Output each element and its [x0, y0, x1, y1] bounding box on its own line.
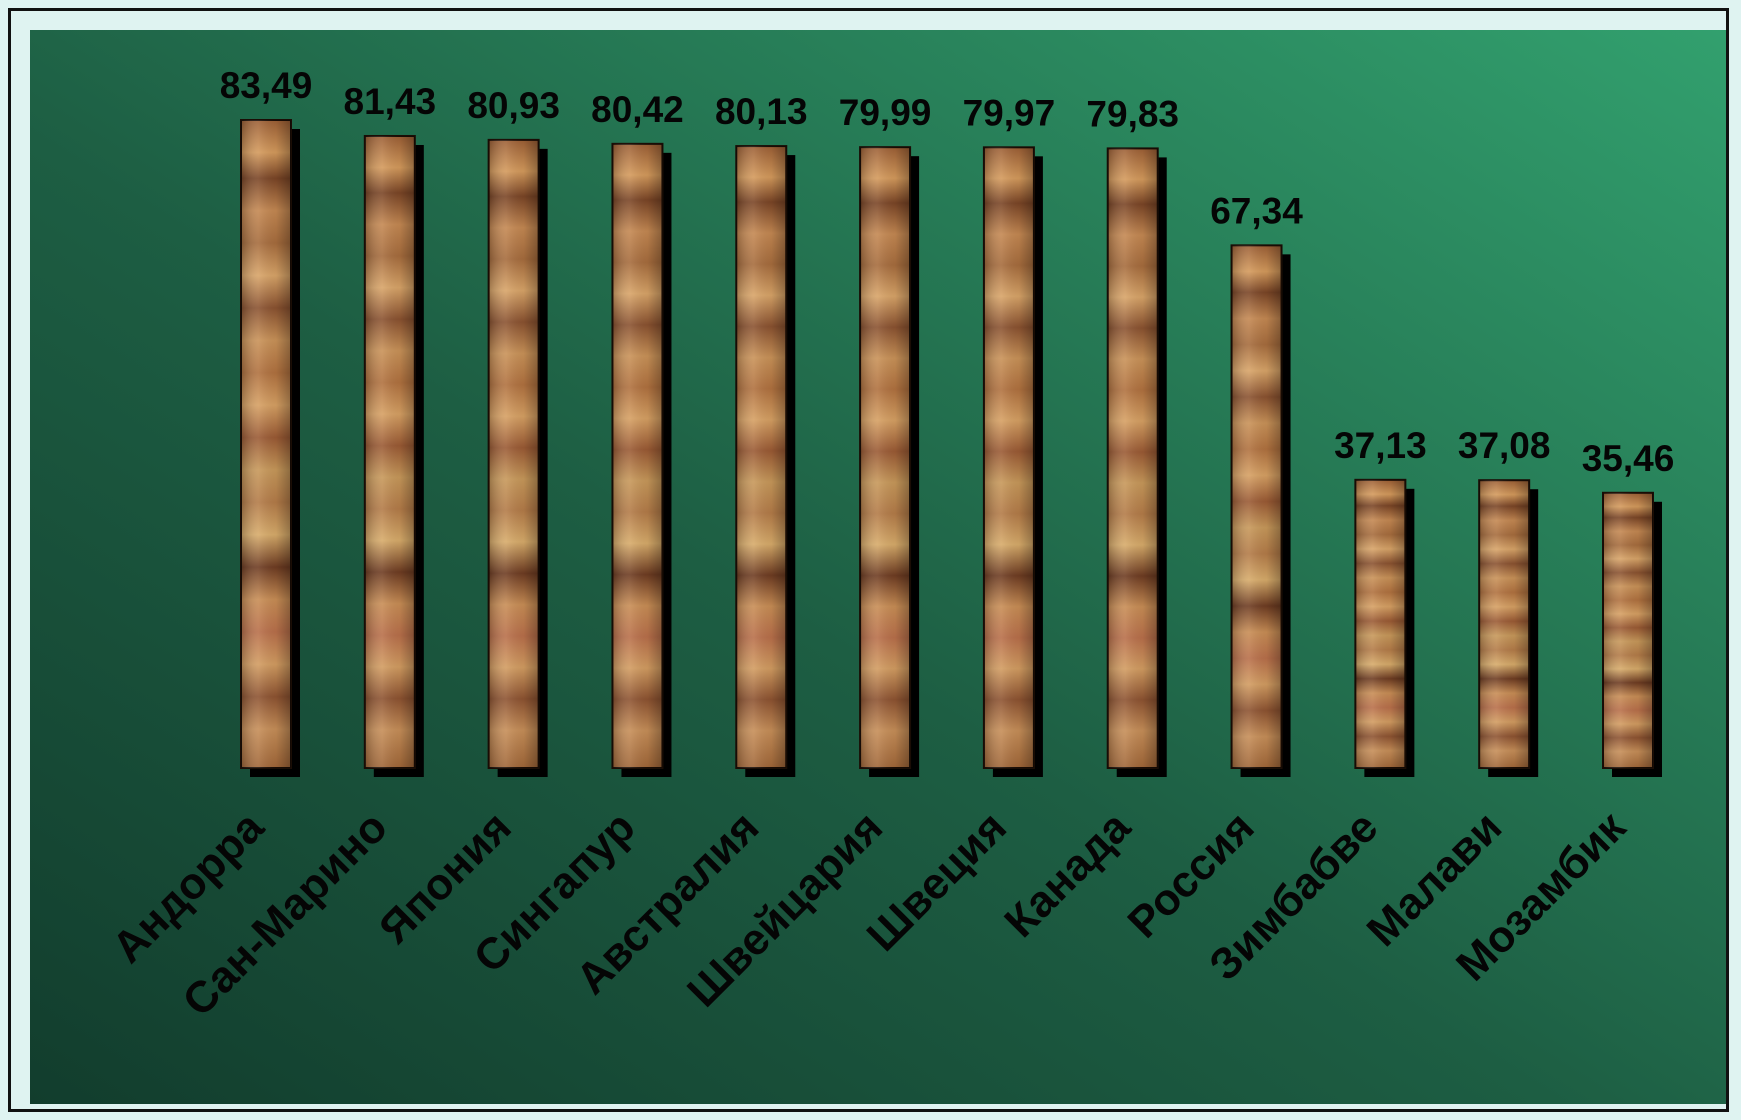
data-label: 67,34	[1210, 190, 1303, 231]
bar-sheen	[1355, 479, 1406, 768]
value-labels-layer: 83,49 81,43 80,93 80,42 80,13 79,99 79,97 79,83…	[220, 65, 1675, 479]
bar-sheen	[488, 139, 539, 768]
bar-sheen	[1603, 492, 1653, 768]
data-label: 83,49	[220, 65, 313, 106]
data-label: 79,83	[1086, 93, 1179, 134]
data-label: 80,13	[715, 91, 808, 132]
bar-sheen	[1479, 480, 1530, 768]
bars-layer	[240, 119, 1662, 778]
bar-sheen	[612, 143, 663, 769]
data-label: 79,99	[839, 92, 932, 133]
data-label: 80,93	[467, 85, 560, 126]
bar-sheen	[983, 147, 1034, 768]
bar-sheen	[1107, 148, 1158, 769]
bar-sheen	[1231, 245, 1282, 768]
bar-sheen	[736, 146, 787, 768]
data-label: 81,43	[344, 81, 437, 122]
data-label: 79,97	[963, 92, 1056, 133]
data-label: 37,13	[1334, 425, 1427, 466]
data-label: 37,08	[1458, 425, 1551, 466]
data-label: 80,42	[591, 89, 684, 130]
bar-sheen	[860, 147, 911, 769]
bar-sheen	[241, 120, 291, 768]
data-label: 35,46	[1582, 438, 1675, 479]
bar-sheen	[364, 135, 415, 768]
